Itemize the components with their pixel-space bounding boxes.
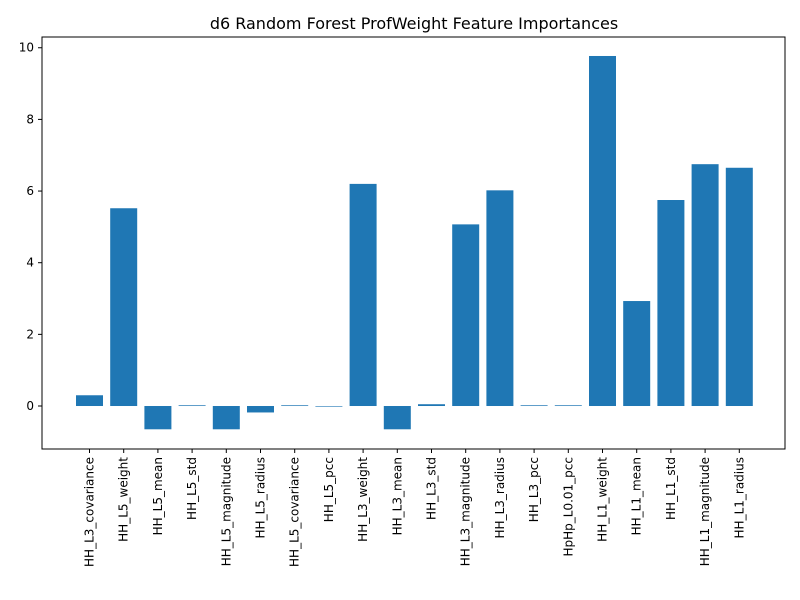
x-tick-label-HH_L3_radius: HH_L3_radius: [493, 457, 507, 538]
bars-group: [76, 55, 753, 430]
bar-HH_L5_weight: [110, 208, 138, 407]
bar-HH_L3_mean: [383, 406, 411, 430]
y-tick-label: 8: [26, 112, 34, 126]
bar-HH_L3_pcc: [520, 405, 548, 407]
x-tick-label-HH_L5_covariance: HH_L5_covariance: [288, 457, 302, 567]
bar-HH_L5_pcc: [315, 406, 343, 407]
y-tick-label: 10: [19, 41, 34, 55]
bar-HH_L5_radius: [247, 406, 274, 413]
x-tick-label-HH_L3_weight: HH_L3_weight: [356, 457, 370, 542]
y-tick-label: 2: [26, 327, 34, 341]
bar-HH_L3_radius: [486, 190, 514, 407]
x-tick-label-HpHp_L0.01_pcc: HpHp_L0.01_pcc: [561, 457, 575, 557]
x-tick-label-HH_L3_magnitude: HH_L3_magnitude: [459, 457, 473, 566]
x-tick-label-HH_L3_std: HH_L3_std: [425, 457, 439, 520]
x-tick-label-HH_L3_covariance: HH_L3_covariance: [83, 457, 97, 567]
bar-HH_L5_std: [178, 405, 206, 407]
axes-frame: [41, 36, 786, 450]
bar-HH_L5_mean: [144, 406, 172, 430]
x-tick-label-HH_L3_pcc: HH_L3_pcc: [527, 457, 541, 522]
bar-HH_L1_mean: [623, 301, 651, 407]
bar-HpHp_L0.01_pcc: [554, 405, 582, 407]
bar-HH_L3_magnitude: [452, 224, 480, 407]
bar-HH_L3_weight: [349, 183, 377, 407]
bar-HH_L1_radius: [725, 167, 753, 407]
y-axis: 0 2 4 6 8 10: [19, 41, 42, 413]
bar-HH_L1_magnitude: [691, 164, 719, 407]
x-tick-label-HH_L5_std: HH_L5_std: [185, 457, 199, 520]
x-tick-label-HH_L1_radius: HH_L1_radius: [732, 457, 746, 538]
bar-HH_L5_magnitude: [212, 406, 240, 430]
x-tick-label-HH_L3_mean: HH_L3_mean: [390, 457, 404, 535]
chart-title: d6 Random Forest ProfWeight Feature Impo…: [210, 14, 618, 33]
x-tick-label-HH_L5_mean: HH_L5_mean: [151, 457, 165, 535]
x-tick-label-HH_L1_weight: HH_L1_weight: [596, 457, 610, 542]
x-tick-label-HH_L5_magnitude: HH_L5_magnitude: [219, 457, 233, 566]
y-tick-label: 0: [26, 399, 34, 413]
y-tick-label: 6: [26, 184, 34, 198]
y-tick-label: 4: [26, 256, 34, 270]
bar-HH_L1_weight: [589, 55, 616, 407]
bar-HH_L3_std: [418, 404, 445, 407]
x-tick-label-HH_L1_magnitude: HH_L1_magnitude: [698, 457, 712, 566]
x-axis: HH_L3_covariance HH_L5_weight HH_L5_mean HH…: [83, 449, 746, 567]
x-tick-label-HH_L5_radius: HH_L5_radius: [254, 457, 268, 538]
bar-HH_L3_covariance: [76, 395, 103, 407]
bar-HH_L1_std: [657, 200, 685, 407]
x-tick-label-HH_L1_mean: HH_L1_mean: [630, 457, 644, 535]
x-tick-label-HH_L5_pcc: HH_L5_pcc: [322, 457, 336, 522]
x-tick-label-HH_L1_std: HH_L1_std: [664, 457, 678, 520]
x-tick-label-HH_L5_weight: HH_L5_weight: [117, 457, 131, 542]
bar-HH_L5_covariance: [281, 405, 309, 407]
